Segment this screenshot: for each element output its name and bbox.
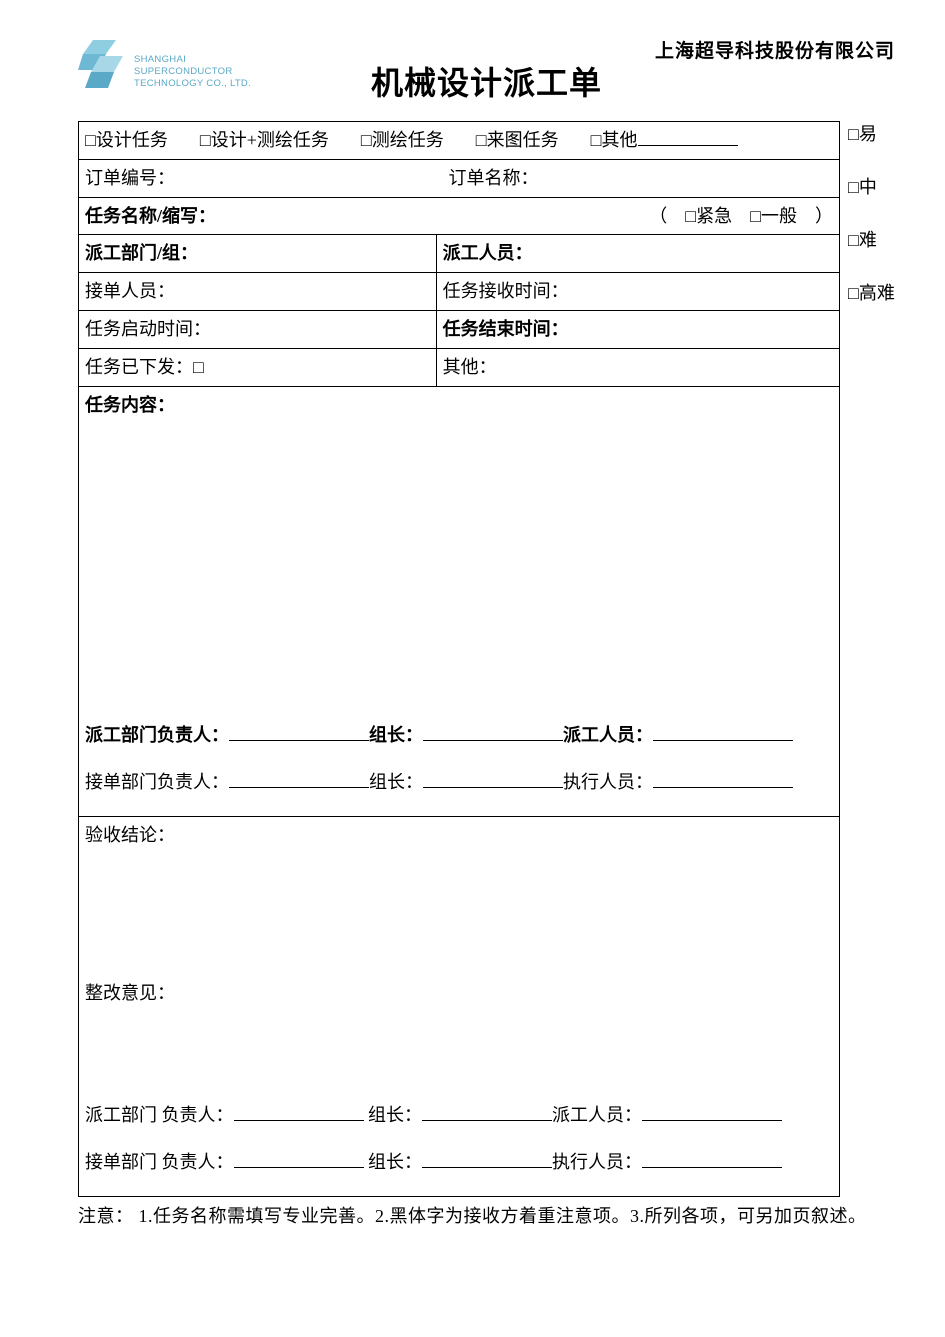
order-row: 订单编号： 订单名称： xyxy=(79,159,840,197)
content-label: 任务内容： xyxy=(85,391,833,420)
receive-time-cell: 任务接收时间： xyxy=(436,273,839,311)
issued-checkbox[interactable]: □ xyxy=(193,353,204,382)
dispatch-dept-cell: 派工部门/组： xyxy=(79,235,437,273)
group-leader-field-3[interactable] xyxy=(422,1101,552,1121)
task-type-design[interactable]: □设计任务 xyxy=(85,126,168,155)
exec-staff-label-1: 执行人员： xyxy=(563,759,653,806)
logo-line3: TECHNOLOGY CO., LTD. xyxy=(134,78,251,90)
review-cell: 验收结论： 整改意见： 派工部门 负责人： 组长： 派工人员： 接单部门 负责人… xyxy=(79,816,840,1196)
group-leader-field-4[interactable] xyxy=(422,1148,552,1168)
group-leader-label-2: 组长： xyxy=(369,759,423,806)
group-leader-label-3: 组长： xyxy=(368,1092,422,1139)
task-type-row: □设计任务 □设计+测绘任务 □测绘任务 □来图任务 □其他 xyxy=(79,122,840,160)
recv-dept-leader-label: 接单部门负责人： xyxy=(85,759,229,806)
difficulty-medium[interactable]: □中 xyxy=(848,174,895,227)
dispatch-staff-field-2[interactable] xyxy=(642,1101,782,1121)
task-name-label: 任务名称/缩写： xyxy=(85,202,216,231)
priority-open: （ xyxy=(649,202,667,231)
difficulty-easy[interactable]: □易 xyxy=(848,121,895,174)
sig-dispatch-row-2: 派工部门 负责人： 组长： 派工人员： xyxy=(85,1092,833,1139)
group-leader-label-4: 组长： xyxy=(368,1139,422,1186)
rectify-label: 整改意见： xyxy=(85,979,833,1008)
main-table: □设计任务 □设计+测绘任务 □测绘任务 □来图任务 □其他 订单编号： 订单名… xyxy=(78,121,840,1197)
disp-dept-leader-field-2[interactable] xyxy=(234,1101,364,1121)
task-type-other[interactable]: □其他 xyxy=(591,126,738,155)
order-no-label: 订单编号： xyxy=(85,168,175,188)
header: SHANGHAI SUPERCONDUCTOR TECHNOLOGY CO., … xyxy=(78,36,895,111)
difficulty-hard[interactable]: □难 xyxy=(848,227,895,280)
task-type-drawing[interactable]: □来图任务 xyxy=(476,126,559,155)
group-leader-label-1: 组长： xyxy=(369,712,423,759)
task-type-design-survey[interactable]: □设计+测绘任务 xyxy=(200,126,329,155)
logo-block: SHANGHAI SUPERCONDUCTOR TECHNOLOGY CO., … xyxy=(78,36,251,92)
exec-staff-label-2: 执行人员： xyxy=(552,1139,642,1186)
receiver-cell: 接单人员： xyxy=(79,273,437,311)
page-title: 机械设计派工单 xyxy=(371,58,602,104)
disp-dept-leader-field[interactable] xyxy=(229,721,369,741)
disp-dept-leader-label-2: 派工部门 负责人： xyxy=(85,1092,234,1139)
dispatch-staff-label-1: 派工人员： xyxy=(563,712,653,759)
logo-line2: SUPERCONDUCTOR xyxy=(134,66,251,78)
logo-text: SHANGHAI SUPERCONDUCTOR TECHNOLOGY CO., … xyxy=(134,36,251,90)
order-name-label: 订单名称： xyxy=(449,168,539,188)
exec-staff-field-1[interactable] xyxy=(653,768,793,788)
group-leader-field-1[interactable] xyxy=(423,721,563,741)
group-leader-field-2[interactable] xyxy=(423,768,563,788)
difficulty-very-hard[interactable]: □高难 xyxy=(848,280,895,333)
exec-staff-field-2[interactable] xyxy=(642,1148,782,1168)
priority-urgent[interactable]: □紧急 xyxy=(685,202,732,231)
priority-normal[interactable]: □一般 xyxy=(750,202,797,231)
dispatch-staff-field-1[interactable] xyxy=(653,721,793,741)
dispatch-staff-label-2: 派工人员： xyxy=(552,1092,642,1139)
footnote: 注意： 1.任务名称需填写专业完善。2.黑体字为接收方着重注意项。3.所列各项，… xyxy=(78,1197,895,1230)
difficulty-column: □易 □中 □难 □高难 xyxy=(840,121,895,333)
disp-dept-leader-label: 派工部门负责人： xyxy=(85,712,229,759)
form-wrap: □设计任务 □设计+测绘任务 □测绘任务 □来图任务 □其他 订单编号： 订单名… xyxy=(78,121,895,1197)
page: SHANGHAI SUPERCONDUCTOR TECHNOLOGY CO., … xyxy=(0,0,945,1260)
sig-receive-row-2: 接单部门 负责人： 组长： 执行人员： xyxy=(85,1139,833,1186)
task-type-survey[interactable]: □测绘任务 xyxy=(361,126,444,155)
company-name: 上海超导科技股份有限公司 xyxy=(655,36,895,63)
logo-icon xyxy=(78,36,128,92)
accept-label: 验收结论： xyxy=(85,821,833,850)
recv-dept-leader-field[interactable] xyxy=(229,768,369,788)
end-time-cell: 任务结束时间： xyxy=(436,310,839,348)
logo-line1: SHANGHAI xyxy=(134,54,251,66)
priority-close: ） xyxy=(815,202,833,231)
recv-dept-leader-label-2: 接单部门 负责人： xyxy=(85,1139,234,1186)
recv-dept-leader-field-2[interactable] xyxy=(234,1148,364,1168)
sig-receive-row: 接单部门负责人： 组长： 执行人员： xyxy=(85,759,833,806)
task-name-row: 任务名称/缩写： （ □紧急 □一般 ） xyxy=(79,197,840,235)
issued-cell: 任务已下发：□ xyxy=(79,348,437,386)
other-cell: 其他： xyxy=(436,348,839,386)
start-time-cell: 任务启动时间： xyxy=(79,310,437,348)
dispatch-person-cell: 派工人员： xyxy=(436,235,839,273)
sig-dispatch-row: 派工部门负责人： 组长： 派工人员： xyxy=(85,712,833,759)
content-cell: 任务内容： 派工部门负责人： 组长： 派工人员： 接单部门负责人： 组长： 执行… xyxy=(79,386,840,816)
